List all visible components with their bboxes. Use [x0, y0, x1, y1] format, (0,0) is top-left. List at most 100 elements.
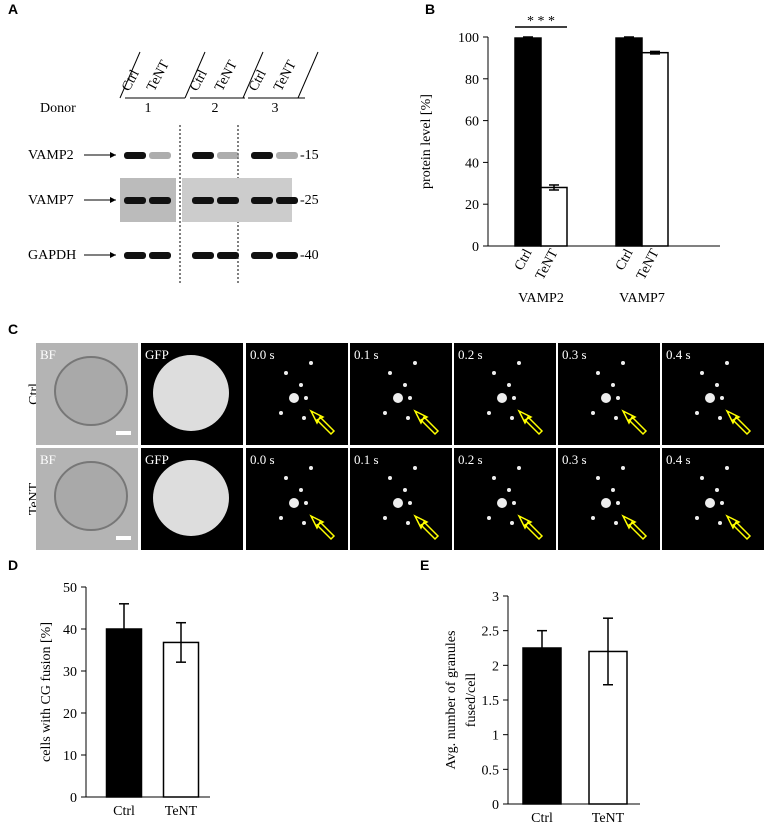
band — [217, 197, 239, 204]
panel-label: E — [420, 557, 429, 573]
granule — [284, 476, 288, 480]
band — [276, 152, 298, 159]
granule — [492, 476, 496, 480]
granule — [720, 396, 724, 400]
y-tick-label: 20 — [465, 198, 479, 213]
panel-label: A — [8, 1, 18, 17]
significance: * * * — [527, 14, 555, 29]
granule — [601, 393, 611, 403]
granule — [406, 416, 410, 420]
y-tick-label: 60 — [465, 115, 479, 130]
y-tick-label: 1.5 — [482, 694, 500, 709]
cell-gfp — [153, 460, 229, 536]
bar — [641, 51, 669, 247]
granule — [510, 416, 514, 420]
granule — [393, 393, 403, 403]
granule — [403, 383, 407, 387]
granule — [284, 371, 288, 375]
lane-label: Ctrl — [187, 68, 211, 94]
granule — [621, 361, 625, 365]
y-axis-label: protein level [%] — [419, 94, 434, 189]
frame-label: BF — [40, 452, 56, 467]
y-tick-label: 3 — [492, 590, 499, 605]
granule — [403, 488, 407, 492]
granule — [388, 371, 392, 375]
bar-label: TeNT — [533, 246, 562, 282]
arrow — [725, 409, 752, 436]
granule — [510, 521, 514, 525]
granule — [279, 516, 283, 520]
granule — [289, 498, 299, 508]
arrow-head — [110, 252, 116, 258]
y-axis-label: cells with CG fusion [%] — [39, 622, 54, 762]
bar — [514, 37, 542, 247]
frame-label: 0.0 s — [250, 347, 275, 362]
band — [251, 152, 273, 159]
granule — [591, 411, 595, 415]
granule — [705, 393, 715, 403]
granule — [616, 396, 620, 400]
granule — [715, 383, 719, 387]
granule — [695, 411, 699, 415]
granule — [408, 396, 412, 400]
frame-label: 0.3 s — [562, 452, 587, 467]
lane-label: TeNT — [212, 58, 241, 94]
granule — [611, 488, 615, 492]
band — [124, 152, 146, 159]
y-tick-label: 2.5 — [482, 625, 500, 640]
granule — [487, 411, 491, 415]
granule — [413, 466, 417, 470]
granule — [591, 516, 595, 520]
frame-label: 0.3 s — [562, 347, 587, 362]
granule — [289, 393, 299, 403]
cell — [54, 461, 128, 531]
granule — [383, 516, 387, 520]
arrow — [621, 409, 648, 436]
granule — [611, 383, 615, 387]
band — [251, 252, 273, 259]
x-tick-label: TeNT — [592, 811, 625, 826]
y-tick-label: 10 — [63, 749, 77, 764]
lane-label: Ctrl — [246, 68, 270, 94]
arrow — [309, 514, 336, 541]
granule — [596, 476, 600, 480]
granule — [299, 488, 303, 492]
y-tick-label: 20 — [63, 707, 77, 722]
granule — [725, 361, 729, 365]
granule — [512, 396, 516, 400]
granule — [517, 466, 521, 470]
x-tick-label: TeNT — [165, 804, 198, 819]
granule — [497, 498, 507, 508]
frame-label: 0.2 s — [458, 452, 483, 467]
granule — [497, 393, 507, 403]
donor-number: 3 — [272, 101, 279, 116]
band — [149, 252, 171, 259]
panel-label: C — [8, 321, 18, 337]
y-tick-label: 50 — [63, 581, 77, 596]
lane-label: TeNT — [144, 58, 173, 94]
granule — [695, 516, 699, 520]
granule — [614, 416, 618, 420]
band — [124, 197, 146, 204]
granule — [512, 501, 516, 505]
donor-label: Donor — [40, 101, 76, 116]
protein-label: VAMP7 — [28, 193, 74, 208]
bar-label: TeNT — [634, 246, 663, 282]
frame-label: GFP — [145, 452, 169, 467]
y-tick-label: 0 — [492, 798, 499, 813]
frame-label: 0.2 s — [458, 347, 483, 362]
y-tick-label: 2 — [492, 659, 499, 674]
granule — [413, 361, 417, 365]
frame-label: 0.1 s — [354, 452, 379, 467]
granule — [507, 383, 511, 387]
frame-label: 0.1 s — [354, 347, 379, 362]
mw-marker: -25 — [300, 193, 319, 208]
x-tick-label: VAMP2 — [518, 291, 564, 306]
band — [251, 197, 273, 204]
granule — [621, 466, 625, 470]
bar — [105, 628, 143, 798]
band — [124, 252, 146, 259]
arrow — [517, 409, 544, 436]
arrow — [413, 409, 440, 436]
